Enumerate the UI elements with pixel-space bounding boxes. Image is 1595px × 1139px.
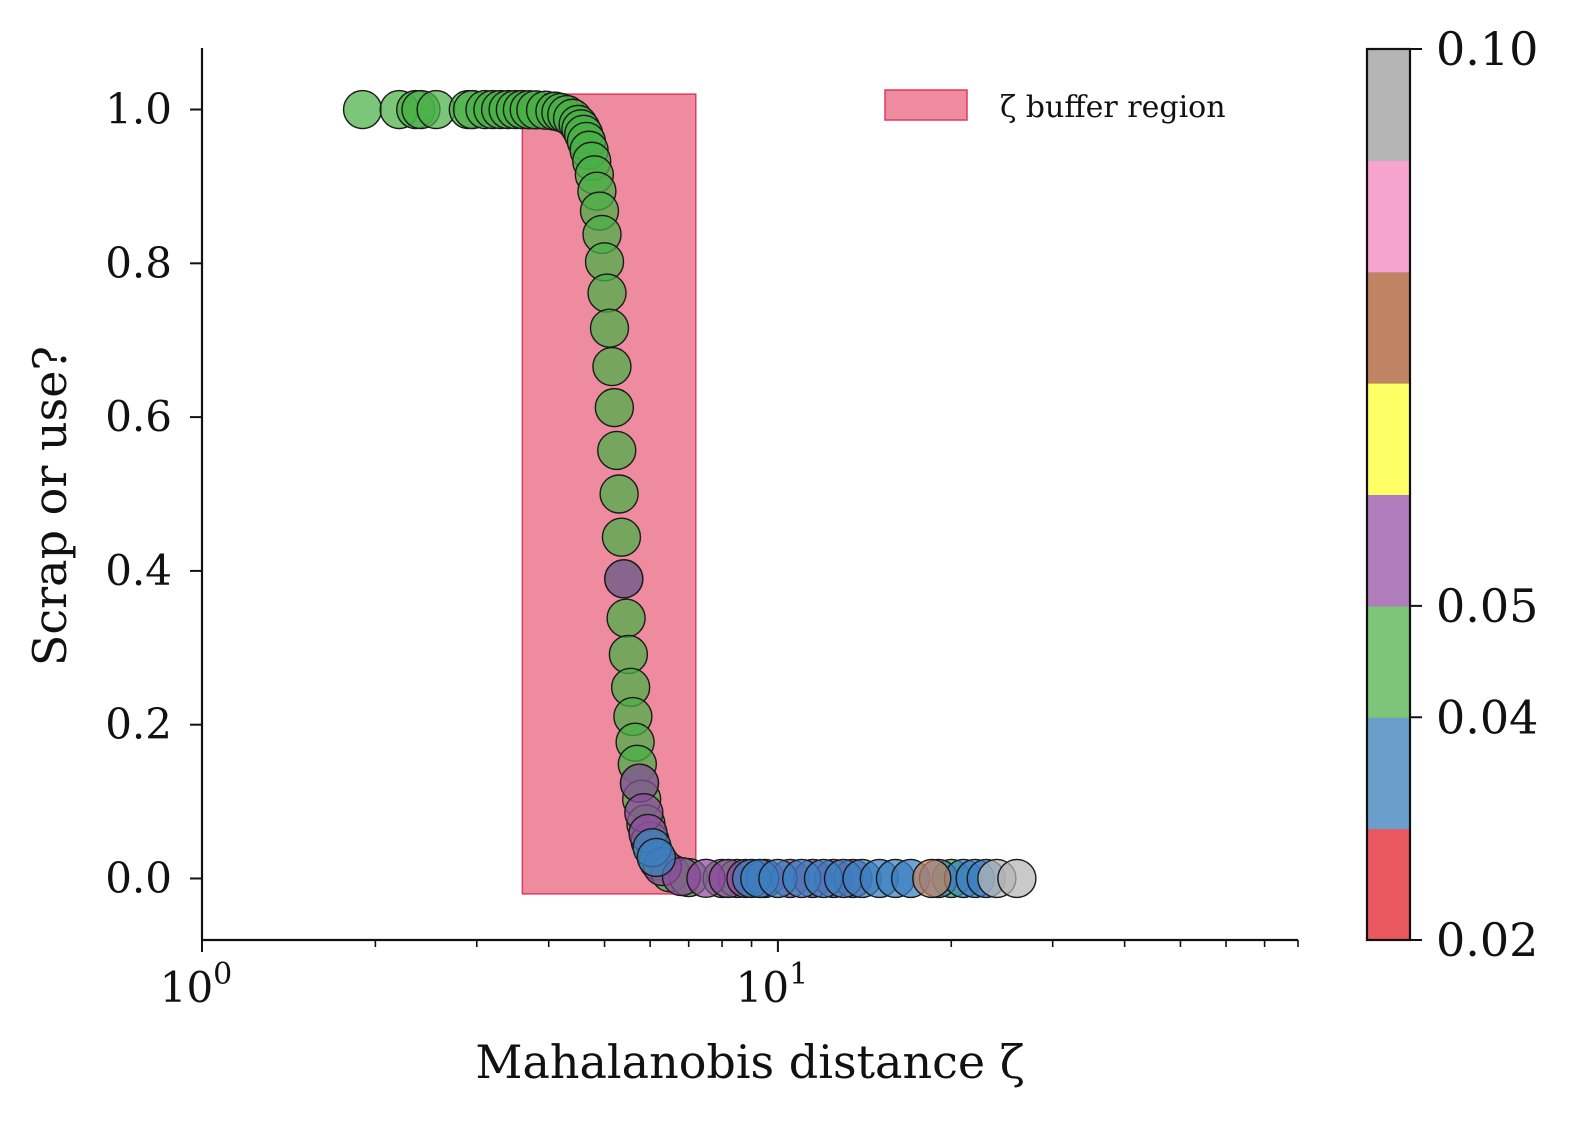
colorbar-segment bbox=[1367, 271, 1410, 384]
colorbar-segment bbox=[1367, 160, 1410, 273]
colorbar-segment bbox=[1367, 828, 1410, 941]
data-point bbox=[912, 858, 952, 899]
legend-swatch bbox=[884, 89, 968, 121]
colorbar-segment bbox=[1367, 605, 1410, 718]
y-tick-label: 0.2 bbox=[105, 700, 172, 749]
colorbar-segment bbox=[1367, 494, 1410, 607]
colorbar-tick-label: 0.04 bbox=[1436, 690, 1538, 744]
colorbar-segment bbox=[1367, 383, 1410, 495]
data-point bbox=[606, 598, 646, 638]
colorbar: 0.02 0.04 0.05 0.10 bbox=[1365, 22, 1538, 967]
legend: ζ buffer region bbox=[884, 89, 1226, 125]
x-tick-label: 100 bbox=[160, 957, 233, 1012]
data-point bbox=[597, 430, 637, 471]
colorbar-segment bbox=[1367, 717, 1410, 830]
y-tick-label: 0.6 bbox=[105, 392, 172, 441]
colorbar-segment bbox=[1367, 49, 1410, 161]
y-tick-label: 0.0 bbox=[105, 853, 172, 902]
x-tick-label: 101 bbox=[736, 957, 809, 1012]
data-point bbox=[604, 559, 644, 599]
data-point bbox=[997, 858, 1037, 899]
data-point bbox=[342, 89, 383, 130]
colorbar-tick-label: 0.02 bbox=[1436, 913, 1538, 967]
data-point bbox=[587, 273, 627, 313]
y-tick-label: 1.0 bbox=[105, 85, 172, 134]
plot-area bbox=[342, 89, 1037, 899]
x-axis-label: Mahalanobis distance ζ bbox=[475, 1035, 1024, 1089]
data-point bbox=[601, 517, 642, 557]
y-axis-label: Scrap or use? bbox=[23, 346, 77, 666]
y-ticks: 0.0 0.2 0.4 0.6 0.8 1.0 bbox=[105, 85, 202, 902]
colorbar-frame bbox=[1365, 47, 1412, 942]
y-tick-label: 0.4 bbox=[105, 546, 172, 595]
colorbar-tick-label: 0.10 bbox=[1436, 22, 1538, 76]
y-tick-label: 0.8 bbox=[105, 238, 172, 287]
data-point bbox=[594, 387, 635, 428]
colorbar-tick-label: 0.05 bbox=[1436, 579, 1538, 633]
x-ticks: 100 101 bbox=[160, 940, 1299, 1012]
legend-label: ζ buffer region bbox=[1000, 90, 1226, 125]
data-point bbox=[636, 837, 677, 878]
data-point bbox=[592, 346, 632, 387]
axes: 100 101 0.0 0.2 0.4 0.6 0.8 1.0 bbox=[105, 48, 1299, 1012]
scatter-points bbox=[342, 89, 1037, 899]
data-point bbox=[599, 474, 639, 514]
data-point bbox=[589, 308, 630, 348]
